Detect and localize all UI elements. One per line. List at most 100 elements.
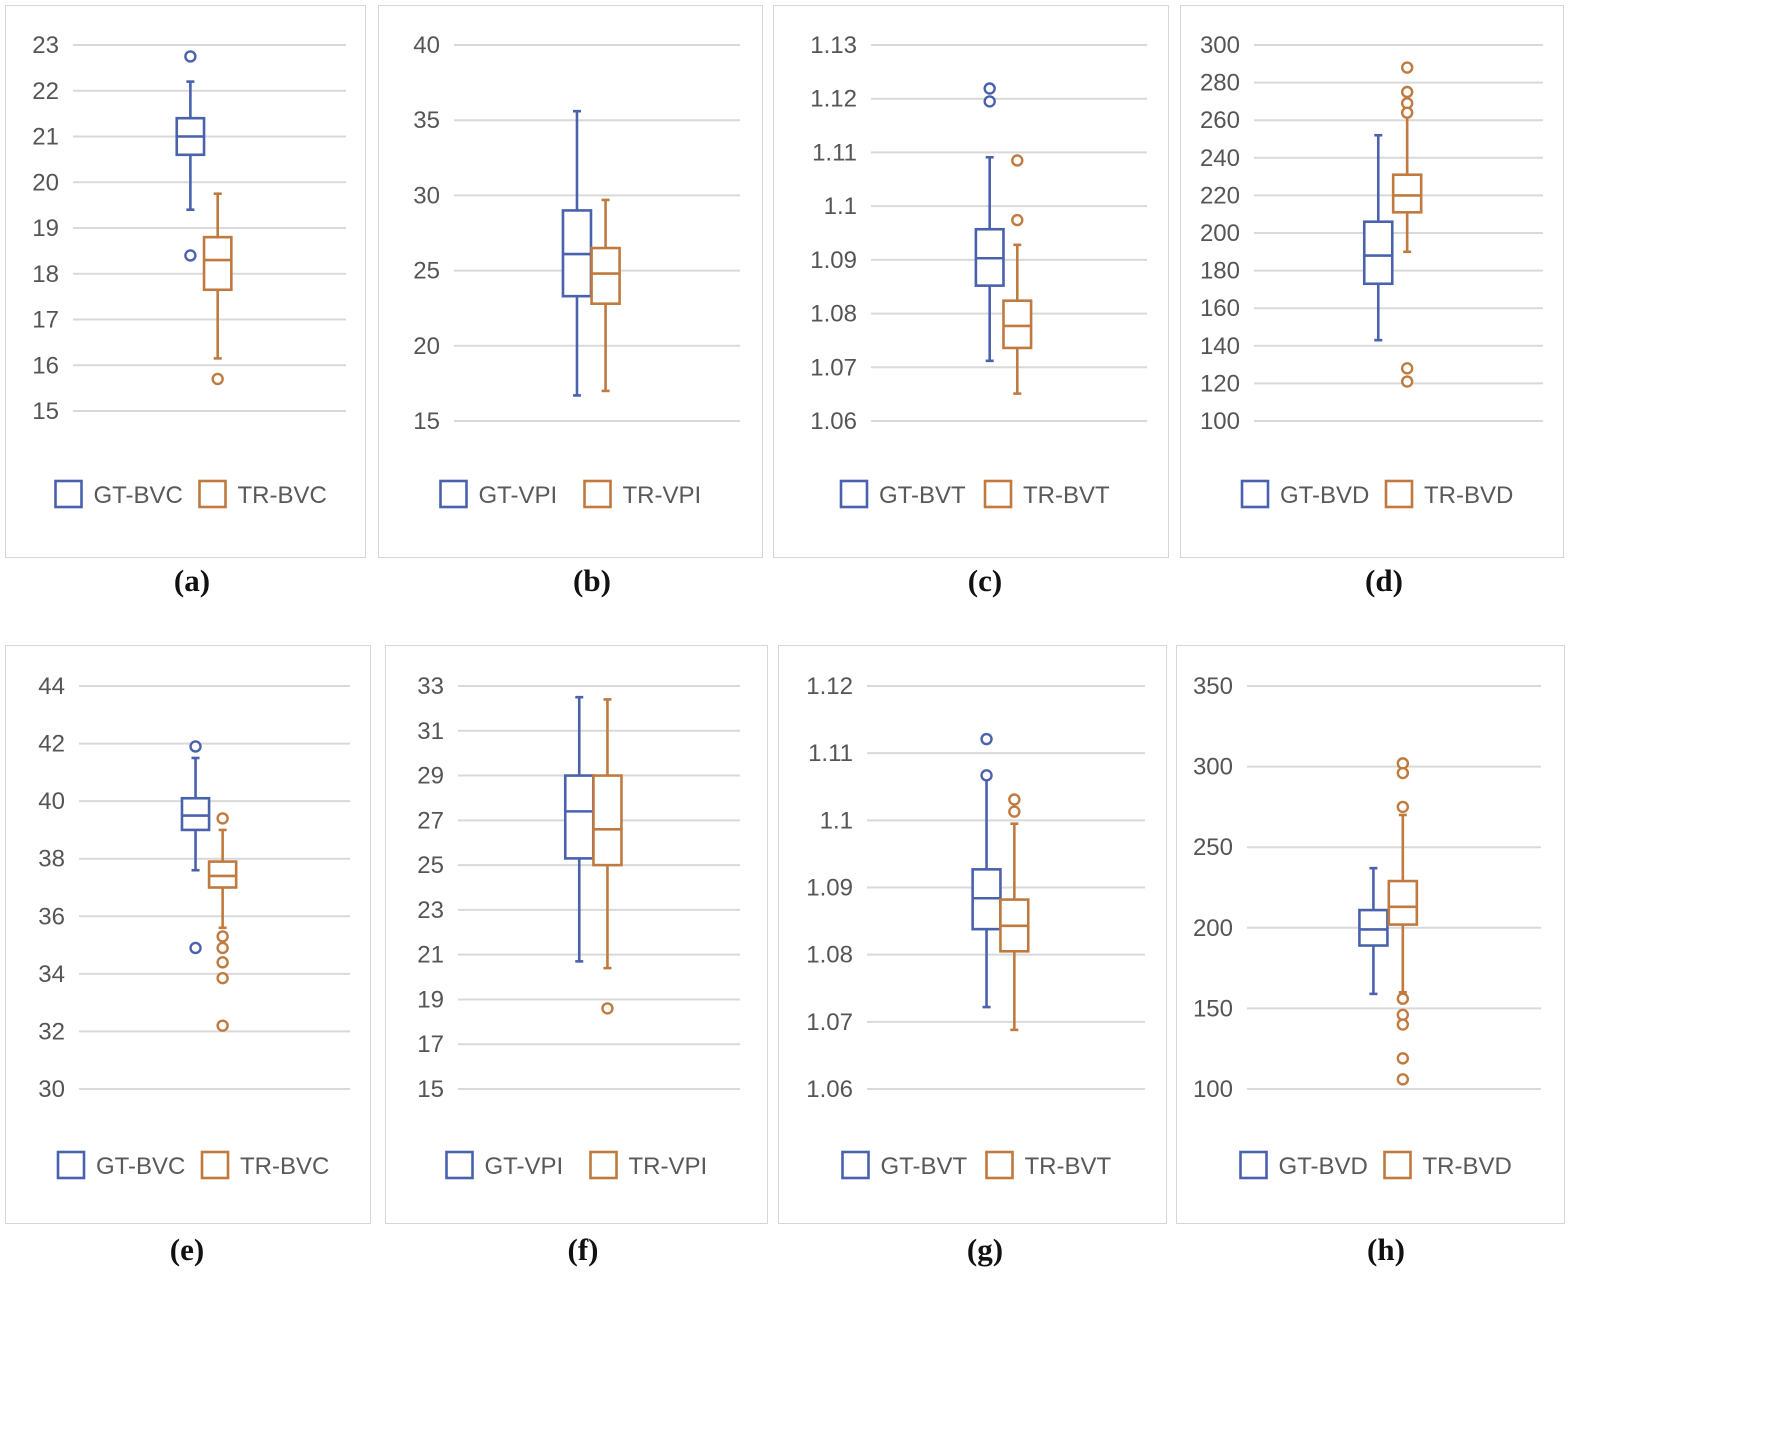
panel-caption: (a) bbox=[173, 563, 211, 598]
chart-panel: 1.06 1.07 1.08 1.09 1.1 1.11 1.12 GT-BVT TR-BVT bbox=[778, 645, 1167, 1224]
y-tick-label: 19 bbox=[32, 215, 59, 242]
y-tick-label: 150 bbox=[1193, 995, 1233, 1022]
y-tick-label: 100 bbox=[1200, 408, 1240, 435]
y-tick-label: 1.07 bbox=[806, 1009, 853, 1036]
outlier-point bbox=[980, 769, 993, 782]
iqr-box bbox=[1358, 908, 1389, 947]
y-tick-label: 25 bbox=[413, 258, 440, 285]
legend-swatch bbox=[56, 1150, 86, 1180]
box-tr-bvc bbox=[207, 812, 238, 1032]
outlier-point bbox=[216, 971, 229, 985]
legend-label: GT-BVC bbox=[96, 1153, 185, 1180]
legend-label: TR-BVT bbox=[1023, 482, 1110, 509]
panel-caption: (f) bbox=[567, 1232, 599, 1267]
box-plot: 1.06 1.07 1.08 1.09 1.1 1.11 1.12 1.13 GT-BVT TR-… bbox=[810, 32, 1147, 509]
panel-caption: (d) bbox=[1365, 563, 1403, 598]
y-tick-label: 100 bbox=[1193, 1076, 1233, 1103]
outlier-point bbox=[601, 1002, 614, 1015]
panel-caption: (b) bbox=[573, 563, 611, 598]
outlier-point bbox=[1400, 106, 1414, 119]
y-tick-label: 34 bbox=[38, 961, 65, 988]
outlier-point bbox=[1396, 766, 1410, 780]
legend-swatch bbox=[1240, 479, 1270, 509]
y-tick-label: 1.11 bbox=[812, 139, 857, 166]
outlier-point bbox=[216, 941, 229, 955]
legend-swatch bbox=[841, 1150, 870, 1180]
legend-swatch bbox=[439, 479, 468, 509]
y-tick-label: 1.06 bbox=[810, 408, 857, 435]
iqr-box bbox=[563, 774, 595, 860]
y-tick-label: 40 bbox=[38, 788, 65, 815]
y-tick-label: 15 bbox=[417, 1076, 444, 1103]
y-tick-label: 1.1 bbox=[820, 807, 853, 834]
legend-label: GT-VPI bbox=[479, 482, 558, 509]
legend-label: GT-BVC bbox=[94, 482, 183, 509]
legend-swatch bbox=[985, 1150, 1014, 1180]
box-plot: 15 17 19 21 23 25 27 29 31 33 GT-VPI TR-VPI bbox=[417, 673, 740, 1180]
y-tick-label: 1.08 bbox=[810, 301, 857, 328]
box-gt-bvt bbox=[971, 732, 1002, 1009]
outlier-point bbox=[211, 372, 224, 386]
outlier-point bbox=[1400, 375, 1414, 388]
y-tick-label: 30 bbox=[413, 182, 440, 209]
legend-swatch bbox=[583, 479, 612, 509]
y-tick-label: 40 bbox=[413, 32, 440, 59]
y-tick-label: 35 bbox=[413, 107, 440, 134]
y-tick-label: 350 bbox=[1193, 673, 1233, 700]
outlier-point bbox=[216, 812, 229, 825]
panel-caption: (g) bbox=[966, 1232, 1004, 1267]
y-tick-label: 21 bbox=[417, 942, 444, 969]
y-tick-label: 20 bbox=[413, 333, 440, 360]
chart-panel: 15 16 17 18 19 20 21 22 23 GT-BVC TR-BVC bbox=[5, 5, 366, 558]
outlier-point bbox=[1008, 793, 1021, 806]
legend-label: TR-BVD bbox=[1423, 1153, 1512, 1180]
y-tick-label: 42 bbox=[38, 731, 65, 758]
legend-swatch bbox=[1383, 1150, 1412, 1180]
outlier-point bbox=[1400, 362, 1414, 375]
outlier-point bbox=[216, 930, 229, 943]
y-tick-label: 220 bbox=[1200, 182, 1240, 209]
outlier-point bbox=[1396, 1073, 1410, 1086]
box-gt-bvt bbox=[974, 82, 1005, 363]
box-gt-vpi bbox=[561, 109, 593, 397]
y-tick-label: 23 bbox=[417, 897, 444, 924]
y-tick-label: 21 bbox=[32, 124, 59, 151]
outlier-point bbox=[1396, 1018, 1410, 1031]
outlier-point bbox=[216, 1019, 229, 1032]
iqr-box bbox=[590, 246, 621, 305]
chart-panel: 1.06 1.07 1.08 1.09 1.1 1.11 1.12 1.13 GT-BVT TR-… bbox=[773, 5, 1169, 558]
chart-panel: 100 120 140 160 180 200 220 240 260 280 300 GT-BVD T… bbox=[1180, 5, 1564, 558]
y-tick-label: 140 bbox=[1200, 333, 1240, 360]
legend-swatch bbox=[445, 1150, 474, 1180]
panel-caption: (c) bbox=[967, 563, 1003, 598]
box-plot: 15 16 17 18 19 20 21 22 23 GT-BVC TR-BVC bbox=[32, 32, 346, 509]
legend-label: GT-BVD bbox=[1280, 482, 1369, 509]
outlier-point bbox=[184, 50, 197, 63]
legend-label: TR-BVC bbox=[240, 1153, 329, 1180]
y-tick-label: 44 bbox=[38, 673, 65, 700]
box-gt-bvc bbox=[180, 740, 211, 955]
y-tick-label: 31 bbox=[417, 718, 444, 745]
outlier-point bbox=[1400, 61, 1414, 74]
y-tick-label: 23 bbox=[32, 32, 59, 59]
box-gt-bvc bbox=[175, 50, 206, 262]
legend-swatch bbox=[1239, 1150, 1268, 1180]
y-tick-label: 15 bbox=[413, 408, 440, 435]
y-tick-label: 1.1 bbox=[824, 193, 857, 220]
y-tick-label: 260 bbox=[1200, 107, 1240, 134]
y-tick-label: 17 bbox=[32, 307, 59, 334]
chart-panel: 30 32 34 36 38 40 42 44 GT-BVC TR-BVC bbox=[5, 645, 371, 1224]
y-tick-label: 1.09 bbox=[806, 875, 853, 902]
y-tick-label: 33 bbox=[417, 673, 444, 700]
y-tick-label: 120 bbox=[1200, 370, 1240, 397]
y-tick-label: 1.11 bbox=[808, 740, 853, 767]
iqr-box bbox=[1362, 220, 1394, 286]
iqr-box bbox=[1387, 879, 1419, 926]
y-tick-label: 1.08 bbox=[806, 942, 853, 969]
y-tick-label: 16 bbox=[32, 352, 59, 379]
outlier-point bbox=[980, 732, 993, 746]
y-tick-label: 250 bbox=[1193, 834, 1233, 861]
y-tick-label: 200 bbox=[1200, 220, 1240, 247]
y-tick-label: 1.12 bbox=[806, 673, 853, 700]
y-tick-label: 32 bbox=[38, 1018, 65, 1045]
